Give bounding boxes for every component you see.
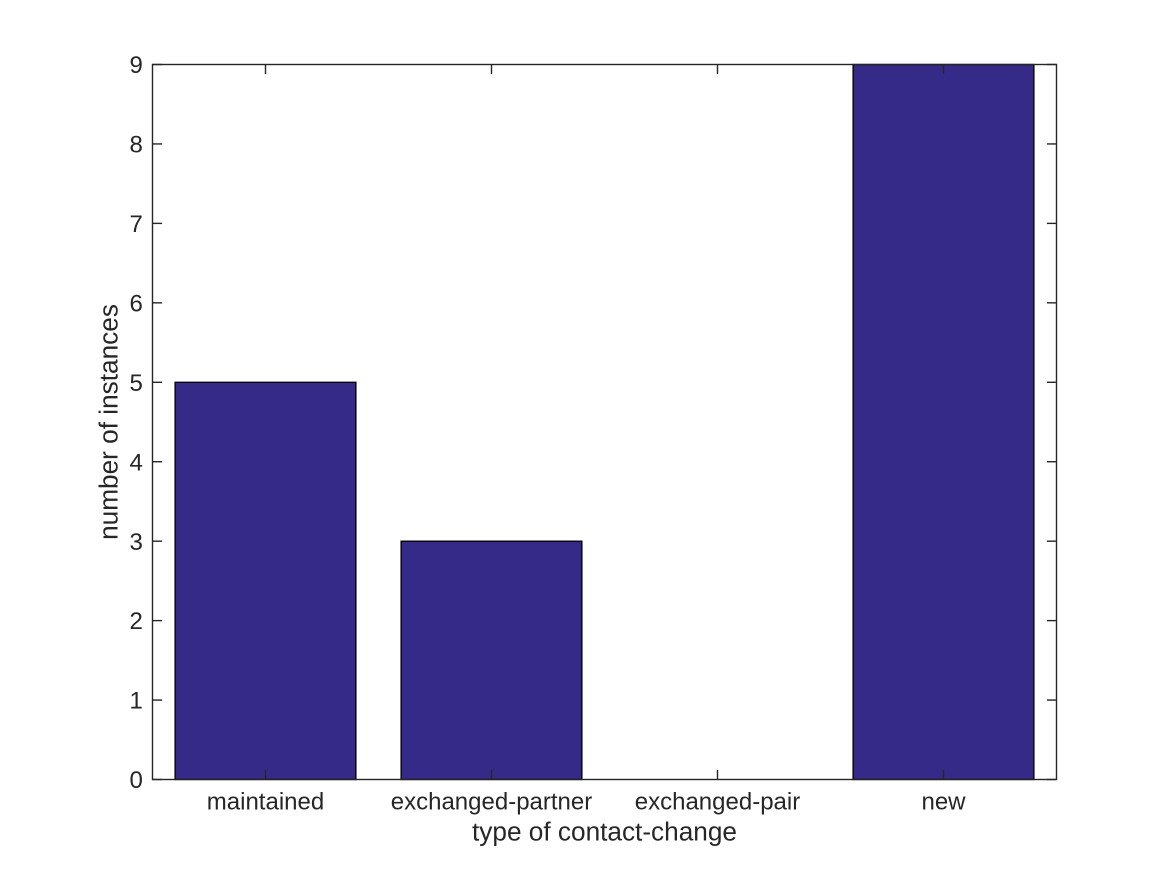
svg-text:2: 2 — [129, 608, 142, 635]
svg-text:4: 4 — [129, 449, 142, 476]
svg-text:maintained: maintained — [207, 788, 324, 815]
svg-text:exchanged-pair: exchanged-pair — [635, 788, 800, 815]
svg-text:7: 7 — [129, 211, 142, 238]
svg-text:type of contact-change: type of contact-change — [472, 816, 737, 846]
svg-text:8: 8 — [129, 132, 142, 159]
svg-text:new: new — [921, 788, 966, 815]
svg-text:5: 5 — [129, 370, 142, 397]
svg-text:6: 6 — [129, 290, 142, 317]
svg-text:0: 0 — [129, 767, 142, 794]
svg-text:9: 9 — [129, 52, 142, 79]
svg-text:number of instances: number of instances — [94, 304, 124, 540]
svg-text:3: 3 — [129, 529, 142, 556]
svg-text:1: 1 — [129, 688, 142, 715]
svg-text:exchanged-partner: exchanged-partner — [391, 788, 592, 815]
